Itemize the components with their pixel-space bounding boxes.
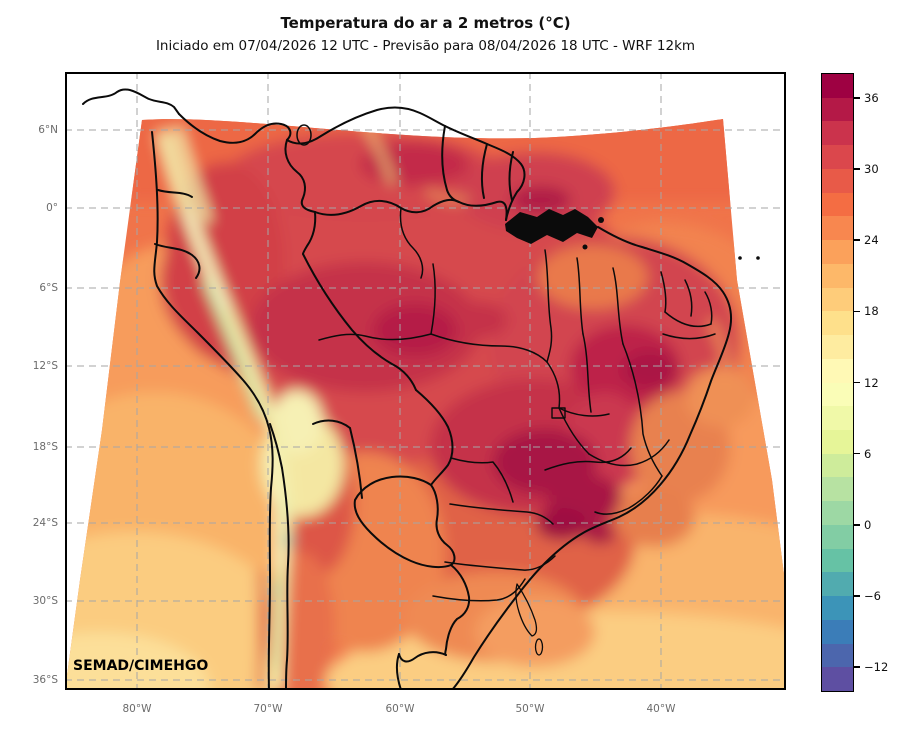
- colorbar-band: [822, 430, 853, 454]
- colorbar-tick-label: 36: [864, 90, 879, 105]
- map-plot: SEMAD/CIMEHGO: [65, 72, 786, 690]
- state-borders: [318, 207, 716, 656]
- colorbar-band: [822, 168, 853, 193]
- colorbar-tick: [854, 524, 860, 526]
- lat-tick-label: 12°S: [32, 360, 58, 372]
- chart-title: Temperatura do ar a 2 metros (°C): [280, 14, 571, 32]
- lat-tick-label: 6°N: [38, 124, 58, 136]
- lon-tick-label: 50°W: [515, 703, 545, 715]
- plot-frame: [65, 72, 786, 690]
- colorbar-band: [822, 287, 853, 312]
- amazon-delta: [505, 209, 760, 260]
- colorbar-band: [822, 121, 853, 146]
- colorbar-band: [822, 382, 853, 407]
- lon-tick-label: 70°W: [253, 703, 283, 715]
- lat-tick-label: 30°S: [32, 595, 58, 607]
- colorbar-tick: [854, 310, 860, 313]
- colorbar: 36 30 24 18 12 6 0 −6 −12: [821, 73, 888, 692]
- chart-subtitle: Iniciado em 07/04/2026 12 UTC - Previsão…: [155, 38, 696, 54]
- colorbar-band: [822, 477, 853, 502]
- colorbar-band: [822, 97, 853, 122]
- lat-tick-label: 24°S: [32, 517, 58, 529]
- graticule: [65, 72, 786, 690]
- colorbar-band: [822, 501, 853, 525]
- colorbar-band: [822, 572, 853, 597]
- lat-tick-label: 36°S: [32, 674, 58, 686]
- lat-tick-label: 18°S: [32, 441, 58, 453]
- colorbar-tick: [854, 452, 860, 455]
- colorbar-tick-label: −6: [864, 589, 881, 604]
- colorbar-band: [822, 74, 853, 98]
- temperature-field: [65, 119, 786, 690]
- colorbar-band: [822, 311, 853, 336]
- country-borders: [82, 88, 732, 690]
- colorbar-band: [822, 596, 853, 620]
- lon-tick-label: 40°W: [646, 703, 676, 715]
- colorbar-band: [822, 240, 853, 264]
- colorbar-tick-label: −12: [864, 660, 889, 675]
- colorbar-tick: [854, 96, 860, 99]
- colorbar-tick-label: 30: [864, 161, 879, 176]
- lat-tick-label: 0°: [46, 202, 58, 214]
- watermark: SEMAD/CIMEHGO: [73, 658, 209, 674]
- colorbar-tick-label: 12: [864, 375, 879, 390]
- colorbar-band: [822, 192, 853, 217]
- colorbar-band: [822, 358, 853, 383]
- colorbar-tick-label: 0: [864, 517, 872, 532]
- colorbar-band: [822, 524, 853, 549]
- colorbar-band: [822, 453, 853, 478]
- colorbar-band: [822, 406, 853, 431]
- colorbar-tick: [854, 168, 860, 170]
- map-svg: [65, 72, 786, 690]
- colorbar-tick-label: 18: [864, 304, 879, 319]
- colorbar-band: [822, 145, 853, 169]
- colorbar-band: [822, 263, 853, 288]
- colorbar-band: [822, 667, 853, 692]
- colorbar-tick-label: 24: [864, 233, 879, 248]
- colorbar-band: [822, 335, 853, 359]
- colorbar-band: [822, 643, 853, 668]
- lat-tick-label: 6°S: [39, 282, 58, 294]
- colorbar-band: [822, 216, 853, 241]
- lon-tick-label: 80°W: [122, 703, 152, 715]
- colorbar-tick-label: 6: [864, 446, 872, 461]
- colorbar-tick: [854, 381, 860, 384]
- colorbar-tick: [854, 595, 860, 597]
- colorbar-band: [822, 548, 853, 573]
- colorbar-tick: [854, 666, 860, 669]
- lon-tick-label: 60°W: [385, 703, 415, 715]
- colorbar-band: [822, 619, 853, 644]
- colorbar-bands: [822, 74, 853, 692]
- colorbar-tick: [854, 239, 860, 241]
